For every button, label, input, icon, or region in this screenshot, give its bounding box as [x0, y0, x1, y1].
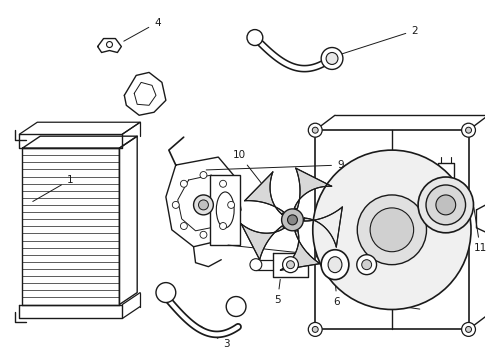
Circle shape	[462, 323, 475, 336]
Circle shape	[312, 327, 318, 332]
Circle shape	[308, 123, 322, 137]
Circle shape	[172, 201, 179, 208]
Circle shape	[362, 260, 371, 270]
Circle shape	[180, 180, 187, 187]
Text: 9: 9	[206, 160, 343, 170]
Ellipse shape	[328, 257, 342, 273]
Circle shape	[418, 177, 473, 233]
Text: 8: 8	[228, 245, 320, 260]
Circle shape	[466, 327, 471, 332]
Text: 11: 11	[473, 208, 487, 253]
Circle shape	[313, 150, 471, 310]
Circle shape	[436, 195, 456, 215]
Circle shape	[326, 53, 338, 64]
Text: 4: 4	[124, 18, 161, 41]
Circle shape	[308, 323, 322, 336]
Text: 12: 12	[382, 300, 420, 310]
Circle shape	[250, 259, 262, 271]
Circle shape	[466, 127, 471, 133]
Circle shape	[462, 123, 475, 137]
Circle shape	[200, 171, 207, 179]
Circle shape	[228, 201, 235, 208]
Circle shape	[220, 180, 226, 187]
Circle shape	[226, 297, 246, 316]
Circle shape	[283, 257, 298, 273]
Circle shape	[426, 185, 466, 225]
Text: 2: 2	[340, 26, 418, 55]
Text: 10: 10	[233, 150, 261, 183]
Circle shape	[198, 200, 208, 210]
Circle shape	[200, 231, 207, 238]
Polygon shape	[294, 168, 332, 209]
Bar	[210, 175, 240, 245]
Circle shape	[247, 30, 263, 45]
Ellipse shape	[216, 192, 234, 228]
Circle shape	[106, 41, 113, 48]
Circle shape	[287, 261, 294, 269]
Circle shape	[312, 127, 318, 133]
Polygon shape	[304, 207, 343, 247]
Circle shape	[321, 48, 343, 69]
Ellipse shape	[321, 250, 349, 280]
Polygon shape	[245, 172, 284, 214]
Polygon shape	[241, 224, 284, 260]
Circle shape	[282, 209, 303, 231]
Text: 5: 5	[274, 279, 281, 305]
Polygon shape	[280, 230, 320, 270]
Circle shape	[194, 195, 213, 215]
Circle shape	[220, 222, 226, 230]
Circle shape	[288, 215, 297, 225]
Circle shape	[156, 283, 176, 302]
Text: 7: 7	[366, 278, 372, 306]
Text: 3: 3	[201, 326, 229, 349]
Circle shape	[357, 195, 426, 265]
Circle shape	[357, 255, 376, 275]
Circle shape	[180, 222, 187, 230]
Circle shape	[370, 208, 414, 252]
Text: 1: 1	[33, 175, 73, 202]
Text: 6: 6	[334, 282, 340, 306]
